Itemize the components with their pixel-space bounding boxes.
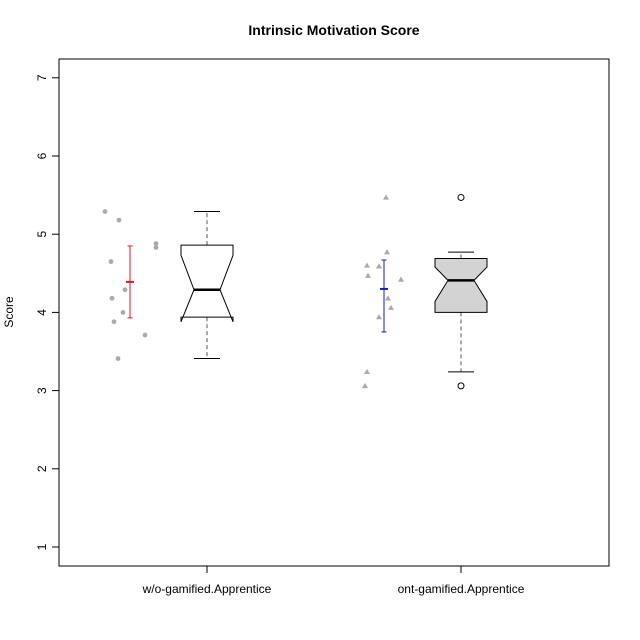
data-point xyxy=(364,368,370,375)
data-point xyxy=(120,310,126,315)
data-point xyxy=(153,245,159,250)
outlier-point xyxy=(457,382,465,390)
y-tick-label: 3 xyxy=(35,387,49,394)
data-point xyxy=(398,276,404,282)
data-point xyxy=(111,319,117,325)
y-tick-label: 7 xyxy=(35,74,49,81)
box xyxy=(434,257,488,313)
y-axis: 1 2 3 4 5 6 7 xyxy=(35,74,60,550)
y-tick-label: 6 xyxy=(35,152,49,159)
outlier-point xyxy=(457,193,465,201)
data-point xyxy=(115,356,121,361)
y-tick-label: 2 xyxy=(35,465,49,472)
y-tick-label: 1 xyxy=(35,543,49,550)
data-point xyxy=(385,295,391,301)
data-point xyxy=(383,194,389,200)
x-tick-label: w/o-gamified.Apprentice xyxy=(142,582,272,596)
data-point xyxy=(376,263,382,269)
data-point xyxy=(109,295,115,301)
plot-frame xyxy=(58,58,610,567)
data-point xyxy=(362,382,368,389)
data-point xyxy=(102,209,108,214)
x-axis: w/o-gamified.Apprentice ont-gamified.Appr… xyxy=(142,565,525,596)
data-point xyxy=(364,262,370,268)
chart-title: Intrinsic Motivation Score xyxy=(248,22,419,38)
data-point xyxy=(365,272,371,278)
data-point xyxy=(142,332,148,338)
data-point xyxy=(108,259,114,264)
data-point xyxy=(116,217,122,223)
y-tick-label: 4 xyxy=(35,309,49,316)
box xyxy=(180,244,234,322)
chart-groups xyxy=(102,193,488,390)
group-2 xyxy=(362,193,488,390)
y-axis-label: Score xyxy=(2,296,16,328)
data-point xyxy=(384,249,390,255)
y-tick-label: 5 xyxy=(35,231,49,238)
group-1 xyxy=(102,209,234,361)
data-point xyxy=(388,304,394,310)
data-point xyxy=(153,241,159,246)
data-point xyxy=(122,287,128,293)
x-tick-label: ont-gamified.Apprentice xyxy=(398,582,525,596)
data-point xyxy=(376,314,382,320)
